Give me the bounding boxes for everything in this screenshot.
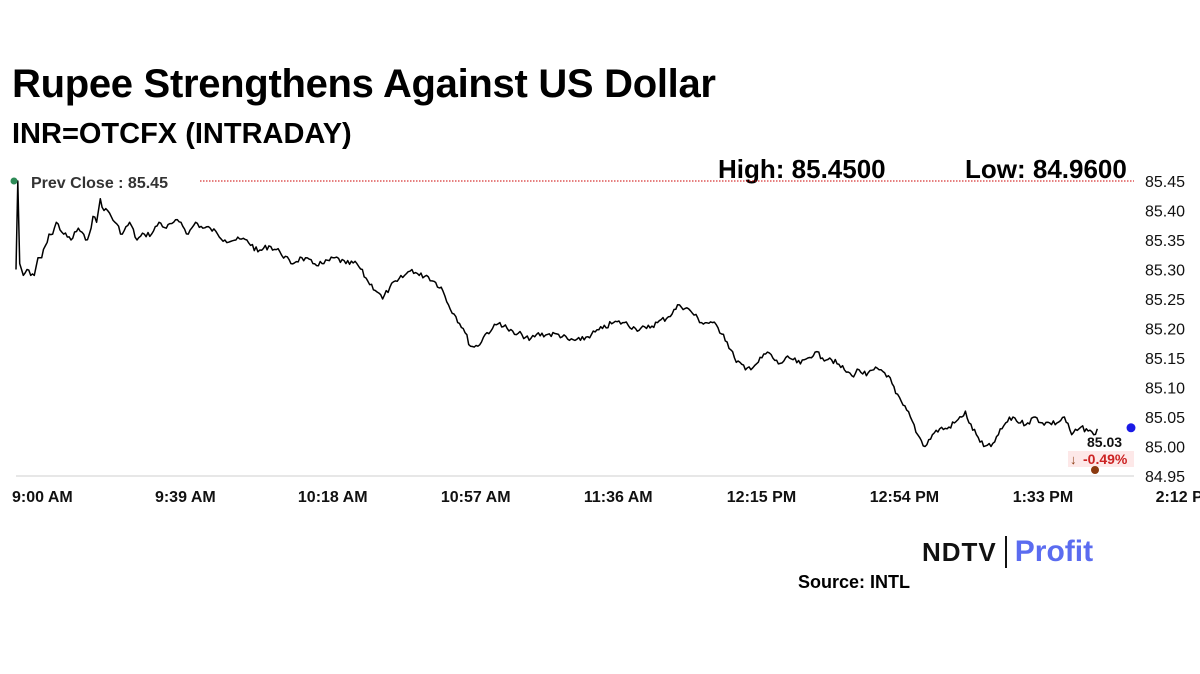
y-tick-label: 85.20 [1145, 322, 1185, 339]
y-tick-label: 85.15 [1145, 351, 1185, 368]
x-tick-label: 1:33 PM [1013, 489, 1073, 506]
last-value-dot [1126, 423, 1136, 433]
y-tick-label: 85.10 [1145, 381, 1185, 398]
x-tick-label: 12:15 PM [727, 489, 796, 506]
low-label: Low: 84.9600 [965, 154, 1127, 184]
y-tick-label: 85.30 [1145, 263, 1185, 280]
logo-ndtv-text: NDTV [922, 536, 997, 567]
x-tick-label: 10:57 AM [441, 489, 511, 506]
y-tick-label: 84.95 [1145, 469, 1185, 486]
x-tick-label: 2:12 PM [1156, 489, 1200, 506]
y-tick-label: 85.40 [1145, 204, 1185, 221]
x-tick-label: 10:18 AM [298, 489, 368, 506]
y-tick-label: 85.05 [1145, 410, 1185, 427]
y-tick-label: 85.25 [1145, 292, 1185, 309]
y-tick-label: 85.45 [1145, 174, 1185, 191]
y-tick-label: 85.35 [1145, 233, 1185, 250]
high-label: High: 85.4500 [718, 154, 886, 184]
last-value-label: 85.03 [1087, 434, 1122, 450]
low-marker-dot [1091, 466, 1099, 474]
x-tick-label: 11:36 AM [584, 489, 653, 506]
x-tick-label: 12:54 PM [870, 489, 939, 506]
source-label: Source: INTL [798, 572, 911, 592]
logo-profit-text: Profit [1014, 535, 1094, 568]
change-label: -0.49% [1083, 451, 1128, 467]
chart-title: Rupee Strengthens Against US Dollar [12, 62, 716, 106]
down-arrow-icon: ↓ [1070, 452, 1077, 467]
logo-divider [1004, 536, 1007, 568]
x-tick-label: 9:39 AM [155, 489, 216, 506]
chart-subtitle: INR=OTCFX (INTRADAY) [12, 118, 352, 150]
x-tick-label: 9:00 AM [12, 489, 73, 506]
series-line [15, 180, 1099, 448]
y-tick-label: 85.00 [1145, 440, 1185, 457]
change-badge [1068, 451, 1134, 467]
ndtv-profit-logo: NDTV Profit [922, 532, 1093, 572]
prev-close-label: Prev Close : 85.45 [31, 175, 168, 192]
prev-close-dot [10, 177, 18, 185]
